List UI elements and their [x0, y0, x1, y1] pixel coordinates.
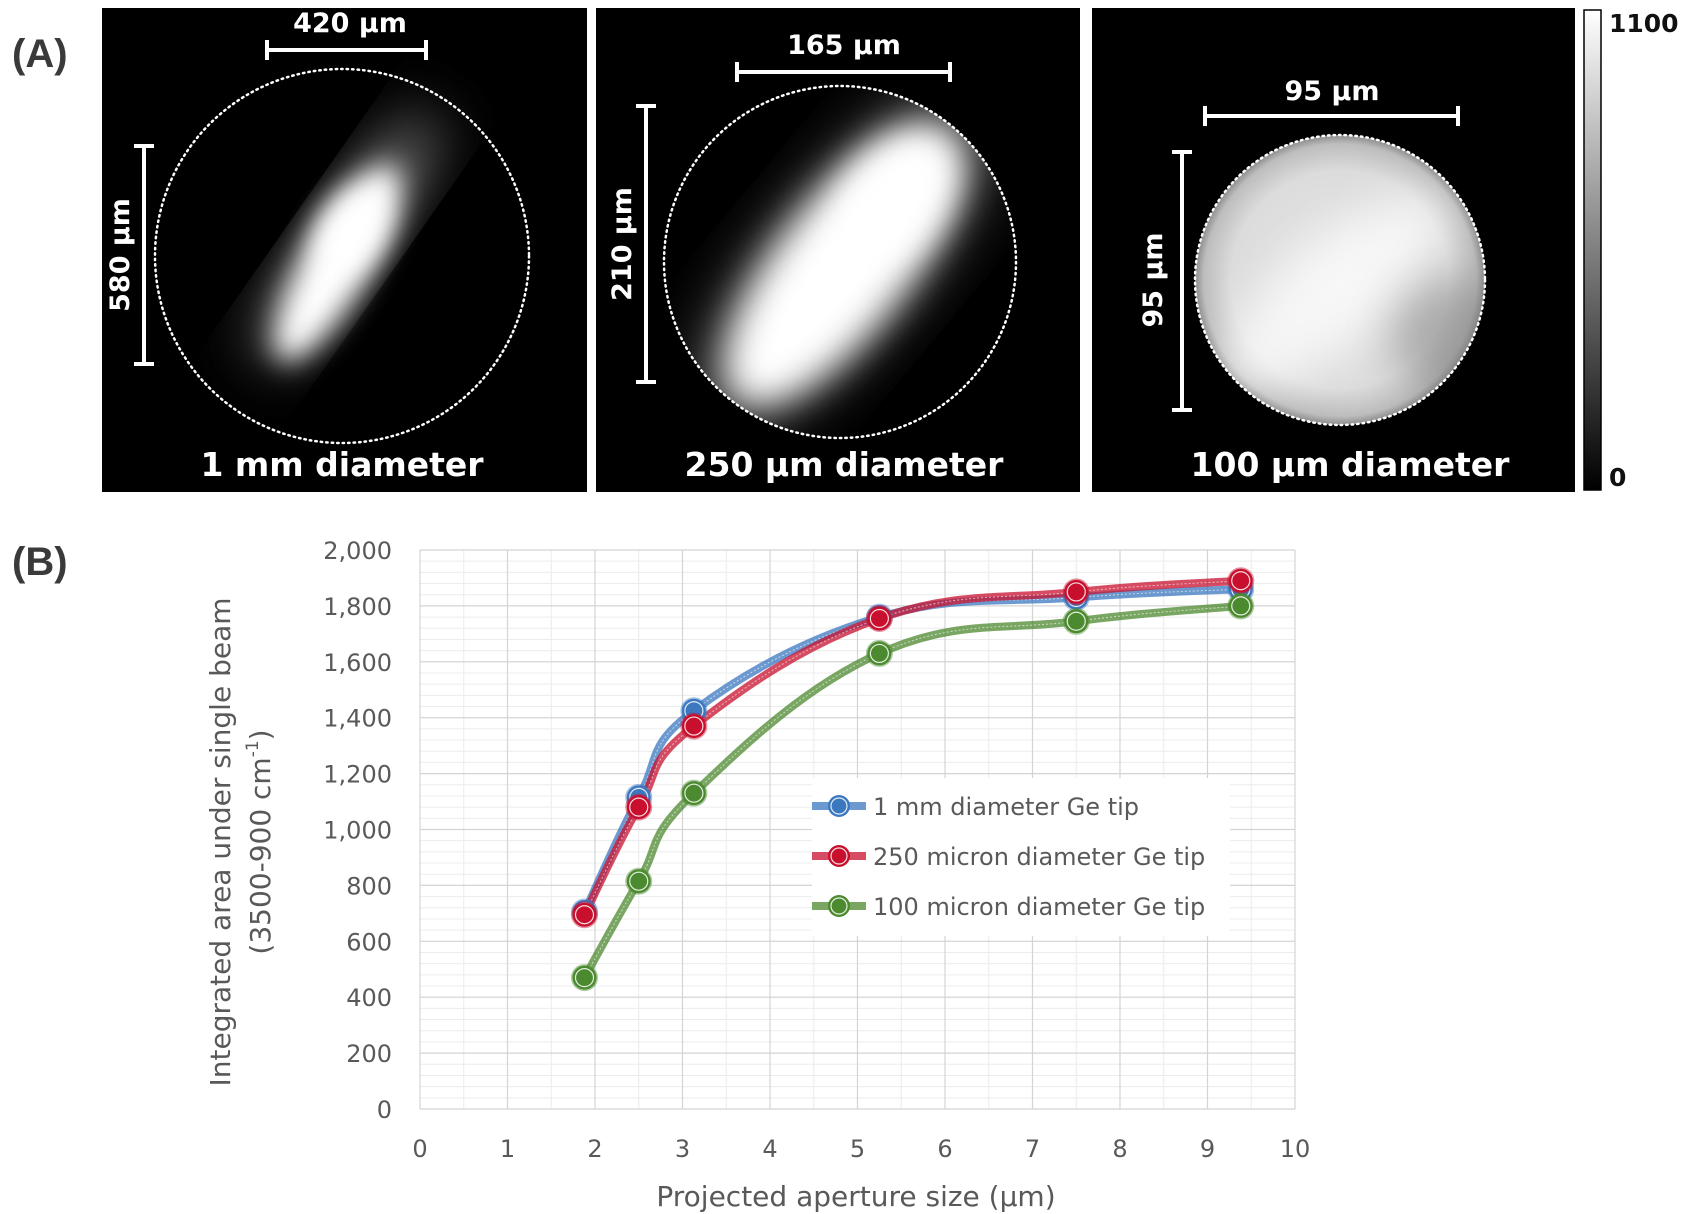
- x-tick-label: 0: [412, 1135, 427, 1163]
- x-tick-label: 4: [762, 1135, 777, 1163]
- height-label: 95 µm: [1138, 233, 1169, 328]
- x-axis-label: Projected aperture size (µm): [656, 1180, 1055, 1213]
- x-tick-label: 10: [1280, 1135, 1311, 1163]
- panel-a-letter: (A): [12, 32, 68, 76]
- legend-swatch-ring: [830, 847, 848, 865]
- x-tick-label: 5: [850, 1135, 865, 1163]
- y-tick-label: 800: [346, 872, 392, 900]
- beam-spot: [709, 100, 983, 416]
- x-tick-labels: 0 1 2 3 4 5 6 7 8 9 10: [412, 1135, 1310, 1163]
- x-tick-label: 1: [500, 1135, 515, 1163]
- y-axis-label-line1: Integrated area under single beam: [204, 597, 237, 1086]
- intensity-colorbar: 1100 0: [1583, 9, 1679, 492]
- x-tick-label: 2: [587, 1135, 602, 1163]
- data-point-ring: [1231, 571, 1251, 591]
- colorbar-max-label: 1100: [1609, 9, 1679, 38]
- x-tick-label: 8: [1112, 1135, 1127, 1163]
- x-tick-label: 9: [1200, 1135, 1215, 1163]
- height-label: 210 µm: [607, 187, 638, 301]
- height-scale-bar: [636, 104, 656, 384]
- aperture-outline: [153, 67, 531, 445]
- y-axis-label-sup: -1: [243, 740, 263, 757]
- data-point-ring: [574, 905, 595, 925]
- y-tick-label: 1,800: [323, 593, 392, 621]
- x-tick-label: 3: [675, 1135, 690, 1163]
- width-scale-bar: [1203, 106, 1460, 126]
- x-tick-label: 7: [1025, 1135, 1040, 1163]
- data-point-ring: [629, 871, 649, 891]
- legend-label: 250 micron diameter Ge tip: [873, 843, 1205, 871]
- height-scale-bar: [134, 144, 154, 366]
- width-label: 95 µm: [1285, 76, 1380, 107]
- beam-image-1mm: 420 µm 580 µm 1 mm diameter: [102, 8, 587, 492]
- colorbar-min-label: 0: [1609, 463, 1626, 492]
- beam-image-250um: 165 µm 210 µm 250 µm diameter: [596, 8, 1080, 492]
- legend-label: 1 mm diameter Ge tip: [873, 793, 1139, 821]
- y-tick-label: 2,000: [323, 537, 392, 565]
- width-scale-bar: [265, 40, 428, 60]
- y-tick-label: 1,200: [323, 761, 392, 789]
- data-point-ring: [684, 716, 704, 736]
- beam-spot: [1195, 135, 1485, 425]
- y-tick-label: 1,000: [323, 817, 392, 845]
- panel-b-letter: (B): [12, 540, 68, 584]
- y-tick-label: 400: [346, 984, 392, 1012]
- legend-label: 100 micron diameter Ge tip: [873, 893, 1205, 921]
- image-caption: 1 mm diameter: [200, 445, 484, 484]
- y-tick-label: 200: [346, 1040, 392, 1068]
- height-label: 580 µm: [105, 198, 136, 312]
- data-point-ring: [869, 608, 889, 629]
- width-scale-bar: [735, 62, 952, 82]
- beam-spot: [257, 114, 437, 362]
- y-axis-label-end: ): [244, 729, 277, 740]
- y-axis-label-line2: (3500-900 cm-1): [243, 729, 277, 954]
- series-line-texture: [584, 605, 1241, 978]
- y-axis-label-main: (3500-900 cm: [244, 757, 277, 954]
- height-scale-bar: [1172, 150, 1192, 412]
- data-point-ring: [684, 783, 704, 803]
- beam-image-100um: 95 µm 95 µm 100 µm diameter: [1092, 8, 1575, 492]
- legend-swatch-ring: [830, 797, 848, 815]
- data-point-ring: [629, 797, 649, 817]
- y-tick-labels: 0 200 400 600 800 1,000 1,200 1,400 1,600 1,800 2,…: [323, 537, 392, 1124]
- y-tick-label: 1,400: [323, 705, 392, 733]
- data-point-ring: [1066, 611, 1086, 631]
- y-tick-label: 600: [346, 928, 392, 956]
- aperture-outline: [1193, 133, 1487, 427]
- y-tick-label: 1,600: [323, 649, 392, 677]
- image-caption: 100 µm diameter: [1191, 445, 1511, 484]
- data-point-ring: [1066, 582, 1086, 602]
- chart-legend: 1 mm diameter Ge tip 250 micron diameter …: [812, 778, 1230, 936]
- data-point-ring: [869, 643, 889, 664]
- width-label: 420 µm: [293, 8, 407, 39]
- legend-swatch-ring: [830, 897, 848, 915]
- data-point-ring: [1231, 596, 1251, 616]
- y-tick-label: 0: [377, 1096, 392, 1124]
- image-caption: 250 µm diameter: [685, 445, 1005, 484]
- width-label: 165 µm: [787, 30, 901, 61]
- aperture-outline: [662, 84, 1018, 440]
- series-markers: [571, 567, 1255, 992]
- x-tick-label: 6: [937, 1135, 952, 1163]
- data-point-ring: [574, 968, 595, 988]
